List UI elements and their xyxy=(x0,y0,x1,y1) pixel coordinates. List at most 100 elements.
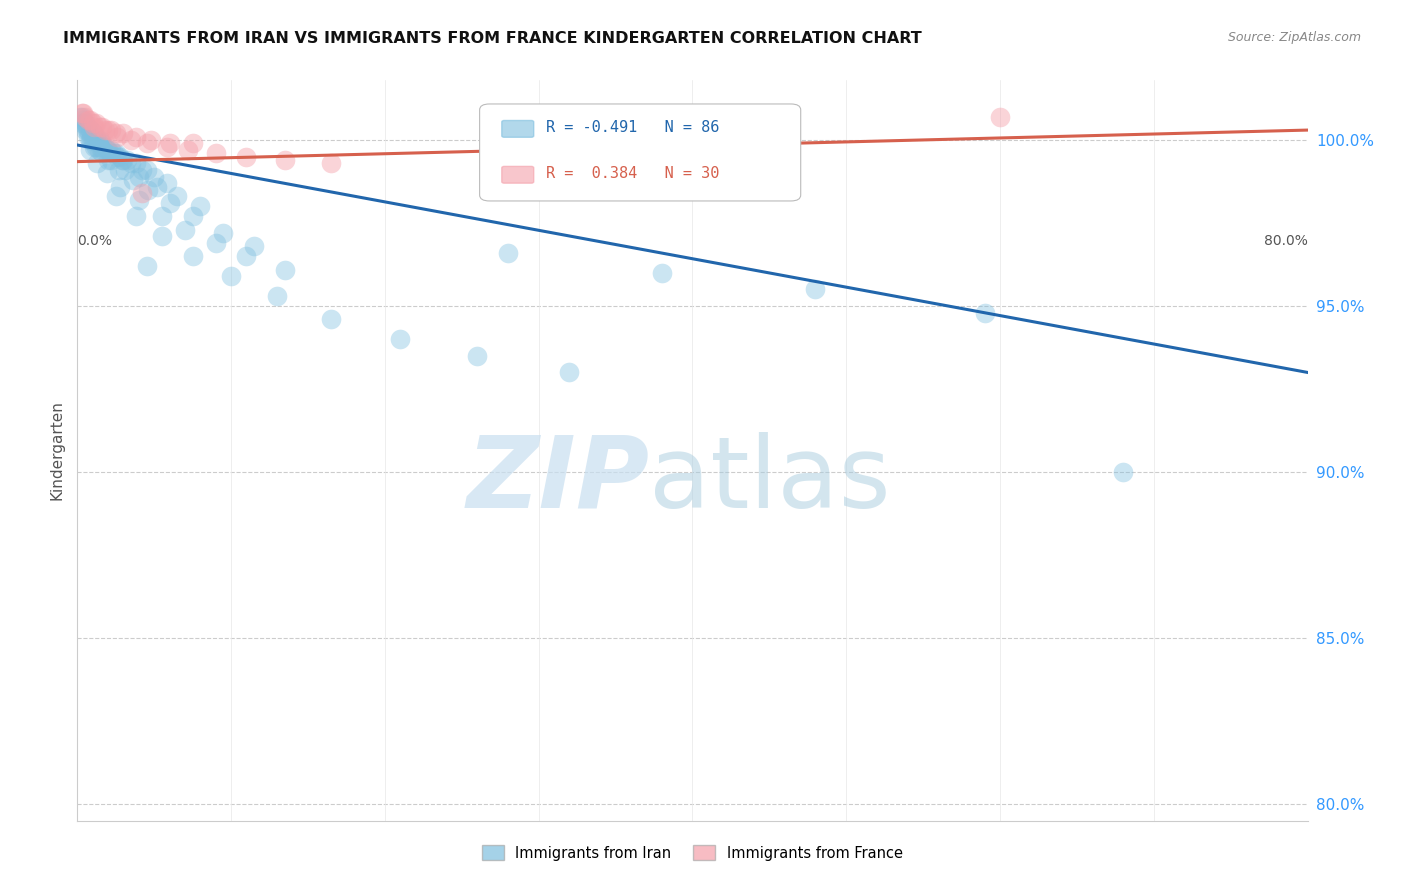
Point xyxy=(90,120,114,134)
Point xyxy=(111,153,134,167)
Point xyxy=(87,136,110,151)
Point xyxy=(120,156,142,170)
Point xyxy=(115,153,138,167)
Point xyxy=(235,150,257,164)
Point xyxy=(204,235,226,250)
Point xyxy=(96,143,118,157)
Point xyxy=(651,266,673,280)
Point xyxy=(136,183,159,197)
Point xyxy=(112,153,135,167)
Point xyxy=(319,156,342,170)
Point xyxy=(131,162,153,177)
Point xyxy=(110,150,132,164)
FancyBboxPatch shape xyxy=(502,167,534,183)
Point xyxy=(84,139,107,153)
Point xyxy=(131,186,153,201)
Point xyxy=(98,146,121,161)
Point xyxy=(973,306,995,320)
Point xyxy=(104,127,127,141)
Point xyxy=(90,136,114,151)
Text: R = -0.491   N = 86: R = -0.491 N = 86 xyxy=(546,120,720,136)
Point xyxy=(105,150,128,164)
Point xyxy=(100,153,122,167)
Point xyxy=(465,349,488,363)
Point xyxy=(804,282,827,296)
Point xyxy=(155,139,177,153)
FancyBboxPatch shape xyxy=(502,120,534,137)
Text: atlas: atlas xyxy=(650,432,891,529)
Point xyxy=(86,156,108,170)
Point xyxy=(100,143,122,157)
Point xyxy=(97,143,120,157)
Point xyxy=(181,210,204,224)
Point xyxy=(121,173,143,187)
Point xyxy=(128,169,150,184)
Legend: Immigrants from Iran, Immigrants from France: Immigrants from Iran, Immigrants from Fr… xyxy=(477,839,908,867)
Point xyxy=(79,143,101,157)
Point xyxy=(84,129,107,144)
Point xyxy=(97,153,120,167)
Point xyxy=(73,123,96,137)
Point xyxy=(70,116,93,130)
Point xyxy=(97,123,120,137)
Point xyxy=(319,312,342,326)
Point xyxy=(94,123,117,137)
Point xyxy=(988,110,1011,124)
Point xyxy=(125,210,148,224)
Point xyxy=(128,193,150,207)
Point xyxy=(159,136,181,151)
Point xyxy=(188,199,212,213)
Point xyxy=(204,146,226,161)
Point xyxy=(235,249,257,263)
Point xyxy=(83,120,105,134)
Point xyxy=(89,133,111,147)
Point xyxy=(69,110,91,124)
Point xyxy=(159,196,181,211)
Point xyxy=(104,189,127,203)
Point xyxy=(135,162,157,177)
Point xyxy=(266,289,288,303)
Text: 80.0%: 80.0% xyxy=(1264,235,1308,248)
Point xyxy=(135,259,157,273)
Point xyxy=(77,113,100,128)
Point xyxy=(114,162,136,177)
Point xyxy=(181,136,204,151)
Point xyxy=(274,262,297,277)
Point xyxy=(104,146,127,161)
Point xyxy=(82,127,104,141)
Point xyxy=(80,133,103,147)
Point xyxy=(103,146,125,161)
Point xyxy=(82,116,104,130)
Point xyxy=(80,129,103,144)
Point xyxy=(83,133,105,147)
Point xyxy=(100,123,122,137)
Point xyxy=(93,143,115,157)
Point xyxy=(125,156,148,170)
Point xyxy=(112,127,135,141)
Point xyxy=(86,133,108,147)
Point xyxy=(70,106,93,120)
Text: R =  0.384   N = 30: R = 0.384 N = 30 xyxy=(546,166,720,181)
Point xyxy=(219,269,242,284)
Point xyxy=(76,120,98,134)
Point xyxy=(174,222,197,236)
Point xyxy=(105,129,128,144)
Point xyxy=(89,139,111,153)
Point xyxy=(72,106,94,120)
Text: ZIP: ZIP xyxy=(467,432,650,529)
Point xyxy=(177,143,200,157)
Point xyxy=(150,229,173,244)
Point xyxy=(77,123,100,137)
Point xyxy=(90,146,114,161)
Point xyxy=(166,189,188,203)
Point xyxy=(1112,465,1135,479)
Point xyxy=(79,113,101,128)
Point xyxy=(108,162,131,177)
Point xyxy=(72,113,94,128)
Point xyxy=(82,133,104,147)
Point xyxy=(243,239,266,253)
Point xyxy=(125,129,148,144)
Point xyxy=(73,116,96,130)
Point xyxy=(96,166,118,180)
Point xyxy=(77,129,100,144)
